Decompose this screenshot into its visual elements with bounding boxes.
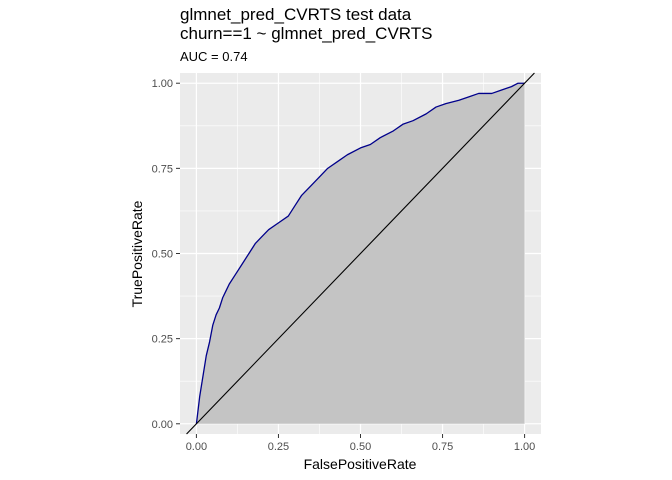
x-tick-label: 0.75 (432, 441, 453, 453)
axis-ticks: 0.00 0.25 0.50 0.75 1.00 0.00 0.25 0.50 0.75 1.00 (152, 78, 536, 453)
chart-title-line-1: glmnet_pred_CVRTS test data (180, 5, 412, 24)
y-tick-label: 0.25 (152, 334, 173, 346)
x-tick-label: 0.25 (268, 441, 289, 453)
diagonal-reference-line (186, 72, 535, 435)
x-tick-label: 0.50 (350, 441, 371, 453)
x-tick-label: 0.00 (186, 441, 207, 453)
y-tick-label: 0.00 (152, 419, 173, 431)
y-tick-label: 0.75 (152, 163, 173, 175)
y-tick-label: 0.50 (152, 249, 173, 261)
roc-curve (195, 82, 525, 424)
x-tick-label: 1.00 (514, 441, 535, 453)
chart-subtitle: AUC = 0.74 (180, 49, 248, 64)
x-axis-title: FalsePositiveRate (304, 456, 417, 472)
chart-title-line-2: churn==1 ~ glmnet_pred_CVRTS (180, 24, 433, 43)
roc-curve-layer (195, 82, 525, 424)
diagonal-layer (186, 72, 535, 435)
y-axis-title: TruePositiveRate (129, 200, 145, 307)
y-tick-label: 1.00 (152, 78, 173, 90)
